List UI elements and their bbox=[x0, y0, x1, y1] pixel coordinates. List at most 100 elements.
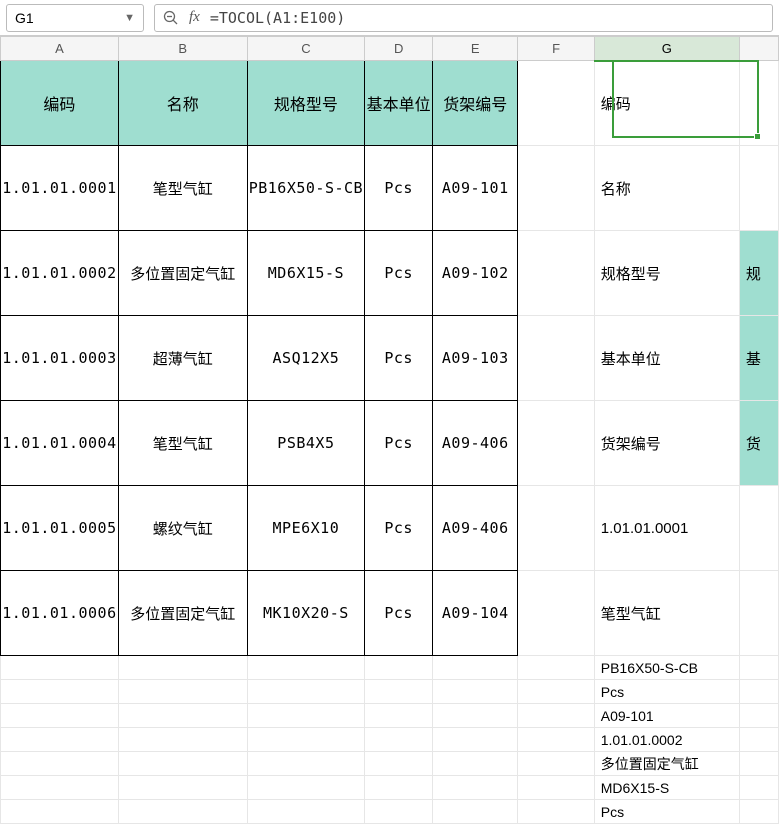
cell-H9[interactable] bbox=[739, 680, 778, 704]
cell-B7[interactable]: 多位置固定气缸 bbox=[118, 571, 247, 656]
cell-C8[interactable] bbox=[247, 656, 365, 680]
cell-G3[interactable]: 规格型号 bbox=[594, 231, 739, 316]
cell-A2[interactable]: 1.01.01.0001 bbox=[1, 146, 119, 231]
cell-H14[interactable] bbox=[739, 800, 778, 824]
cell-F9[interactable] bbox=[518, 680, 594, 704]
cell-H3[interactable]: 规 bbox=[739, 231, 778, 316]
cell-E1[interactable]: 货架编号 bbox=[433, 61, 518, 146]
cell-B13[interactable] bbox=[118, 776, 247, 800]
cell-E5[interactable]: A09-406 bbox=[433, 401, 518, 486]
cell-C1[interactable]: 规格型号 bbox=[247, 61, 365, 146]
zoom-out-icon[interactable] bbox=[163, 10, 179, 26]
cell-D12[interactable] bbox=[365, 752, 433, 776]
cell-G5[interactable]: 货架编号 bbox=[594, 401, 739, 486]
cell-C6[interactable]: MPE6X10 bbox=[247, 486, 365, 571]
cell-G9[interactable]: Pcs bbox=[594, 680, 739, 704]
cell-A12[interactable] bbox=[1, 752, 119, 776]
cell-E14[interactable] bbox=[433, 800, 518, 824]
cell-A5[interactable]: 1.01.01.0004 bbox=[1, 401, 119, 486]
cell-B9[interactable] bbox=[118, 680, 247, 704]
cell-G12[interactable]: 多位置固定气缸 bbox=[594, 752, 739, 776]
cell-B8[interactable] bbox=[118, 656, 247, 680]
cell-C5[interactable]: PSB4X5 bbox=[247, 401, 365, 486]
cell-A8[interactable] bbox=[1, 656, 119, 680]
cell-H2[interactable] bbox=[739, 146, 778, 231]
cell-G6[interactable]: 1.01.01.0001 bbox=[594, 486, 739, 571]
cell-C2[interactable]: PB16X50-S-CB bbox=[247, 146, 365, 231]
col-header-B[interactable]: B bbox=[118, 37, 247, 61]
cell-H5[interactable]: 货 bbox=[739, 401, 778, 486]
cell-A14[interactable] bbox=[1, 800, 119, 824]
cell-B14[interactable] bbox=[118, 800, 247, 824]
cell-A7[interactable]: 1.01.01.0006 bbox=[1, 571, 119, 656]
cell-G8[interactable]: PB16X50-S-CB bbox=[594, 656, 739, 680]
cell-B5[interactable]: 笔型气缸 bbox=[118, 401, 247, 486]
cell-B11[interactable] bbox=[118, 728, 247, 752]
cell-F6[interactable] bbox=[518, 486, 594, 571]
cell-F4[interactable] bbox=[518, 316, 594, 401]
cell-B1[interactable]: 名称 bbox=[118, 61, 247, 146]
cell-H7[interactable] bbox=[739, 571, 778, 656]
chevron-down-icon[interactable]: ▼ bbox=[124, 12, 135, 24]
cell-H12[interactable] bbox=[739, 752, 778, 776]
cell-C12[interactable] bbox=[247, 752, 365, 776]
col-header-G[interactable]: G bbox=[594, 37, 739, 61]
col-header-C[interactable]: C bbox=[247, 37, 365, 61]
cell-F1[interactable] bbox=[518, 61, 594, 146]
cell-E6[interactable]: A09-406 bbox=[433, 486, 518, 571]
cell-E10[interactable] bbox=[433, 704, 518, 728]
cell-A6[interactable]: 1.01.01.0005 bbox=[1, 486, 119, 571]
cell-C10[interactable] bbox=[247, 704, 365, 728]
cell-A9[interactable] bbox=[1, 680, 119, 704]
formula-input-area[interactable]: fx =TOCOL(A1:E100) bbox=[154, 4, 773, 32]
cell-G7[interactable]: 笔型气缸 bbox=[594, 571, 739, 656]
cell-D11[interactable] bbox=[365, 728, 433, 752]
cell-H6[interactable] bbox=[739, 486, 778, 571]
cell-E3[interactable]: A09-102 bbox=[433, 231, 518, 316]
cell-G14[interactable]: Pcs bbox=[594, 800, 739, 824]
cell-G13[interactable]: MD6X15-S bbox=[594, 776, 739, 800]
cell-C11[interactable] bbox=[247, 728, 365, 752]
name-box[interactable]: G1 ▼ bbox=[6, 4, 144, 32]
cell-A4[interactable]: 1.01.01.0003 bbox=[1, 316, 119, 401]
cell-B4[interactable]: 超薄气缸 bbox=[118, 316, 247, 401]
cell-B2[interactable]: 笔型气缸 bbox=[118, 146, 247, 231]
cell-F2[interactable] bbox=[518, 146, 594, 231]
cell-G2[interactable]: 名称 bbox=[594, 146, 739, 231]
cell-G10[interactable]: A09-101 bbox=[594, 704, 739, 728]
cell-H1[interactable] bbox=[739, 61, 778, 146]
cell-F11[interactable] bbox=[518, 728, 594, 752]
cell-B6[interactable]: 螺纹气缸 bbox=[118, 486, 247, 571]
cell-C13[interactable] bbox=[247, 776, 365, 800]
cell-D13[interactable] bbox=[365, 776, 433, 800]
cell-F14[interactable] bbox=[518, 800, 594, 824]
col-header-A[interactable]: A bbox=[1, 37, 119, 61]
cell-C3[interactable]: MD6X15-S bbox=[247, 231, 365, 316]
cell-H10[interactable] bbox=[739, 704, 778, 728]
cell-F12[interactable] bbox=[518, 752, 594, 776]
cell-H11[interactable] bbox=[739, 728, 778, 752]
cell-H4[interactable]: 基 bbox=[739, 316, 778, 401]
cell-B12[interactable] bbox=[118, 752, 247, 776]
col-header-D[interactable]: D bbox=[365, 37, 433, 61]
cell-F3[interactable] bbox=[518, 231, 594, 316]
col-header-E[interactable]: E bbox=[433, 37, 518, 61]
cell-D10[interactable] bbox=[365, 704, 433, 728]
cell-A11[interactable] bbox=[1, 728, 119, 752]
cell-E12[interactable] bbox=[433, 752, 518, 776]
fx-label[interactable]: fx bbox=[189, 9, 200, 26]
cell-E4[interactable]: A09-103 bbox=[433, 316, 518, 401]
cell-B3[interactable]: 多位置固定气缸 bbox=[118, 231, 247, 316]
cell-D4[interactable]: Pcs bbox=[365, 316, 433, 401]
spreadsheet-grid[interactable]: A B C D E F G 编码 名称 规格型号 基本单位 货架编号 编码 bbox=[0, 36, 779, 824]
cell-F7[interactable] bbox=[518, 571, 594, 656]
cell-A10[interactable] bbox=[1, 704, 119, 728]
cell-B10[interactable] bbox=[118, 704, 247, 728]
col-header-F[interactable]: F bbox=[518, 37, 594, 61]
cell-F13[interactable] bbox=[518, 776, 594, 800]
cell-G11[interactable]: 1.01.01.0002 bbox=[594, 728, 739, 752]
cell-G1[interactable]: 编码 bbox=[594, 61, 739, 146]
cell-A3[interactable]: 1.01.01.0002 bbox=[1, 231, 119, 316]
cell-H8[interactable] bbox=[739, 656, 778, 680]
cell-C4[interactable]: ASQ12X5 bbox=[247, 316, 365, 401]
